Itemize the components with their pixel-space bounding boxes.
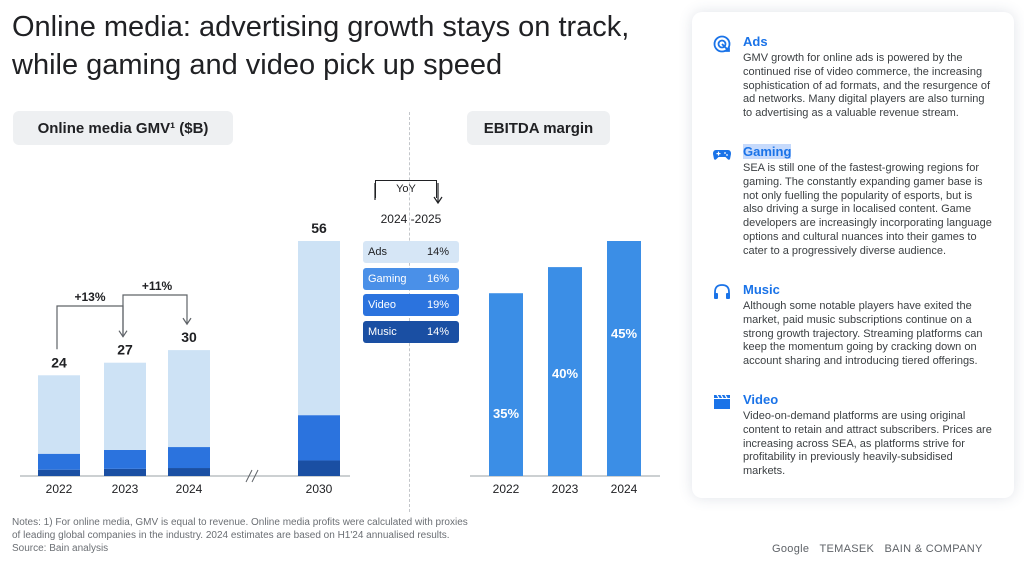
gmv-bar-segment-ads (104, 362, 146, 450)
section-title: Gaming (743, 144, 792, 159)
gmv-bar-segment-ads (38, 375, 80, 454)
gmv-bar-segment-music (168, 468, 210, 476)
clapperboard-icon (714, 394, 730, 409)
ebitda-x-tick-label: 2022 (493, 482, 520, 496)
ebitda-value-label: 40% (552, 366, 578, 381)
temasek-logo: TEMASEK (819, 543, 875, 555)
bain-logo: BAIN & COMPANY (884, 543, 983, 555)
source-line: Source: Bain analysis (12, 543, 109, 554)
google-logo: Google (772, 543, 810, 555)
yoy-row-value: 16% (426, 272, 449, 285)
gmv-total-label: 27 (117, 342, 133, 358)
section-body: SEA is still one of the fastest-growing … (743, 162, 992, 257)
yoy-row: Gaming 16% (363, 267, 459, 290)
ebitda-x-tick-label: 2023 (552, 482, 579, 496)
section-title: Video (743, 392, 779, 407)
headphones-icon (714, 284, 730, 299)
gmv-bar-segment-ads (298, 241, 340, 416)
growth-label: +11% (142, 279, 173, 293)
yoy-row-value: 19% (426, 299, 449, 311)
gmv-bar-segment-video (104, 449, 146, 469)
yoy-row: Ads 14% (363, 241, 459, 263)
gmv-bar-segment-video (298, 415, 340, 461)
page-title: Online media: advertising growth stays o… (12, 11, 630, 81)
gmv-total-label: 24 (51, 354, 67, 370)
note-line: of leading global companies in the indus… (12, 530, 450, 541)
gmv-x-tick-label: 2022 (46, 482, 73, 496)
section-body: Video-on-demand platforms are using orig… (743, 410, 992, 478)
ebitda-value-label: 35% (493, 406, 519, 421)
gmv-bar-segment-video (38, 453, 80, 470)
section-title: Ads (743, 34, 768, 49)
footnotes: Notes: 1) For online media, GMV is equal… (12, 516, 532, 555)
axis-break-mark (251, 469, 259, 483)
yoy-row-name: Music (368, 325, 397, 338)
yoy-row: Video 19% (363, 294, 459, 316)
gmv-x-tick-label: 2030 (306, 482, 333, 496)
yoy-label: YoY (375, 180, 437, 198)
ebitda-bar (548, 267, 582, 476)
growth-label: +13% (74, 290, 105, 304)
yoy-row-name: Video (368, 299, 396, 311)
section-title: Music (743, 282, 780, 297)
yoy-arrow (433, 183, 443, 205)
gmv-bar-segment-ads (168, 350, 210, 448)
growth-arrowhead (182, 317, 192, 326)
yoy-row-name: Gaming (368, 272, 407, 285)
gmv-bar-segment-music (38, 469, 80, 476)
section-body: GMV growth for online ads is powered by … (743, 52, 991, 120)
gmv-x-tick-label: 2024 (176, 482, 203, 496)
target-icon (713, 35, 731, 53)
ebitda-chart-label: EBITDA margin (467, 111, 610, 145)
growth-bracket (122, 294, 188, 337)
yoy-row-name: Ads (368, 246, 387, 258)
ebitda-value-label: 45% (611, 326, 637, 341)
gmv-bar-segment-music (104, 468, 146, 476)
gamepad-icon (713, 150, 731, 160)
gmv-bar-segment-music (298, 460, 340, 476)
gmv-x-tick-label: 2023 (112, 482, 139, 496)
yoy-legend: YoY 2024 -2025 Ads 14% Gaming 16% Video 19% Mu… (363, 180, 459, 343)
yoy-row-value: 14% (426, 325, 449, 338)
charts-canvas: 24 2022 27 2023 30 2024 56 2030 +13% +11% 35% 2022 4… (20, 183, 660, 496)
partner-logos: Google TEMASEK BAIN & COMPANY (772, 543, 990, 555)
gmv-total-label: 30 (181, 329, 197, 345)
yoy-years: 2024 -2025 (380, 212, 442, 226)
axis-break-mark (245, 469, 253, 483)
yoy-row: Music 14% (363, 320, 459, 343)
ebitda-bar (489, 293, 523, 476)
highlighted-title: Gaming (743, 144, 792, 159)
growth-bracket (56, 305, 124, 350)
note-line: Notes: 1) For online media, GMV is equal… (12, 517, 468, 528)
section-body: Although some notable players have exite… (743, 300, 983, 368)
insights-panel: Ads GMV growth for online ads is powered… (692, 12, 1014, 498)
yoy-row-value: 14% (426, 246, 449, 258)
gmv-bar-segment-video (168, 447, 210, 469)
ebitda-x-tick-label: 2024 (611, 482, 638, 496)
gmv-chart-label: Online media GMV¹ ($B) (13, 111, 233, 145)
ebitda-bar (607, 241, 641, 476)
gmv-total-label: 56 (311, 220, 327, 236)
